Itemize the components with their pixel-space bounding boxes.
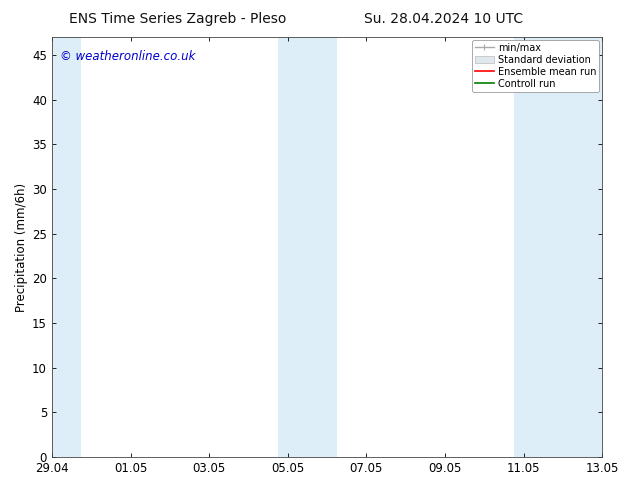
Text: ENS Time Series Zagreb - Pleso: ENS Time Series Zagreb - Pleso (69, 12, 286, 26)
Bar (52, 37, 81, 457)
Bar (514, 37, 573, 457)
Bar (278, 37, 337, 457)
Legend: min/max, Standard deviation, Ensemble mean run, Controll run: min/max, Standard deviation, Ensemble me… (472, 40, 599, 92)
Text: Su. 28.04.2024 10 UTC: Su. 28.04.2024 10 UTC (365, 12, 523, 26)
Bar (573, 37, 602, 457)
Text: © weatheronline.co.uk: © weatheronline.co.uk (60, 49, 195, 63)
Y-axis label: Precipitation (mm/6h): Precipitation (mm/6h) (15, 183, 28, 312)
